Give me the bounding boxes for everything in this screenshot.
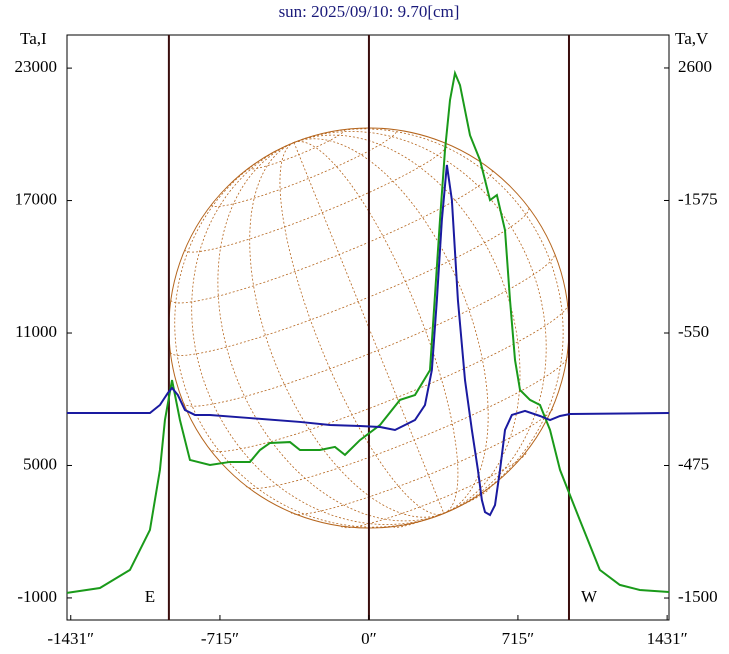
- y2-axis-label: Ta,V: [675, 29, 709, 48]
- meridian: [217, 142, 445, 522]
- parallel: [184, 143, 448, 253]
- y-tick-label: 17000: [15, 189, 58, 208]
- chart-title: sun: 2025/09/10: 9.70[cm]: [279, 2, 460, 21]
- y2-tick-label: -1500: [678, 587, 718, 606]
- parallel: [340, 451, 528, 529]
- series-line: [66, 69, 670, 594]
- y2-tick-label: -475: [678, 454, 709, 473]
- parallel: [248, 129, 345, 170]
- parallel: [170, 170, 493, 304]
- parallel: [210, 129, 398, 207]
- y-tick-label: 23000: [15, 57, 58, 76]
- meridian: [293, 128, 564, 514]
- meridian: [249, 142, 445, 518]
- y2-tick-label: 2600: [678, 57, 712, 76]
- y-axis-label: Ta,I: [20, 29, 47, 48]
- y-tick-label: -1000: [17, 587, 57, 606]
- y2-tick-label: -550: [678, 322, 709, 341]
- x-tick-label: -715″: [201, 629, 239, 648]
- y-tick-label: 5000: [23, 454, 57, 473]
- y2-tick-label: -1575: [678, 189, 718, 208]
- parallel: [392, 487, 490, 528]
- parallel: [245, 355, 568, 489]
- x-tick-label: 1431″: [647, 629, 688, 648]
- x-tick-label: 0″: [361, 629, 377, 648]
- east-label: E: [145, 587, 155, 606]
- x-tick-label: -1431″: [47, 629, 94, 648]
- parallel: [208, 303, 569, 452]
- meridian: [293, 138, 489, 514]
- parallel: [170, 207, 530, 356]
- meridian: [191, 142, 445, 525]
- parallel: [183, 252, 555, 407]
- y-tick-label: 11000: [15, 322, 57, 341]
- west-label: W: [581, 587, 598, 606]
- parallel: [290, 406, 554, 515]
- series-line: [67, 164, 670, 517]
- sun-grid: [170, 128, 569, 529]
- meridian: [174, 142, 445, 528]
- x-tick-label: 715″: [502, 629, 535, 648]
- meridian: [293, 131, 547, 514]
- meridian: [293, 134, 521, 514]
